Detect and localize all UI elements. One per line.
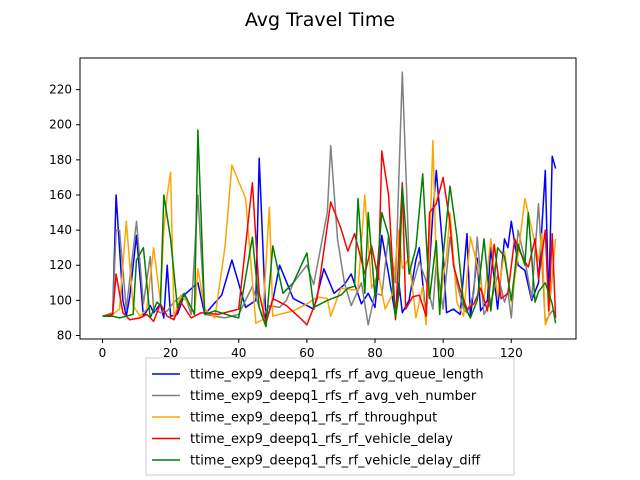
y-tick-label: 100	[49, 293, 72, 307]
series-line-4	[102, 150, 557, 326]
series-line-5	[102, 129, 557, 328]
x-tick-label: 0	[99, 346, 107, 360]
axes-layer: 0 20 40 60 80 100 120 80 100 120 140 160 180 200 220	[49, 83, 523, 360]
y-tick-label: 200	[49, 118, 72, 132]
legend-label: ttime_exp9_deepq1_rfs_rf_throughput	[190, 411, 437, 426]
series-layer	[102, 71, 557, 328]
legend-label: ttime_exp9_deepq1_rfs_rf_vehicle_delay	[190, 432, 453, 447]
plot-area-frame	[79, 57, 577, 340]
y-tick-label: 140	[49, 223, 72, 237]
legend-box	[145, 357, 515, 476]
chart-title: Avg Travel Time	[245, 9, 395, 31]
y-tick-label: 220	[49, 83, 72, 97]
legend-label: ttime_exp9_deepq1_rfs_rf_avg_queue_lengt…	[190, 368, 484, 383]
y-tick-label: 160	[49, 188, 72, 202]
x-tick-label: 80	[367, 346, 382, 360]
y-tick-label: 80	[57, 328, 72, 342]
x-tick-label: 120	[500, 346, 523, 360]
legend: ttime_exp9_deepq1_rfs_rf_avg_queue_lengt…	[145, 357, 515, 476]
series-line-1	[102, 155, 557, 323]
legend-label: ttime_exp9_deepq1_rfs_rf_vehicle_delay_d…	[190, 454, 481, 469]
x-tick-label: 60	[299, 346, 314, 360]
x-tick-label: 100	[432, 346, 455, 360]
y-tick-label: 180	[49, 153, 72, 167]
y-tick-label: 120	[49, 258, 72, 272]
legend-label: ttime_exp9_deepq1_rfs_rf_avg_veh_number	[190, 389, 477, 404]
x-tick-label: 40	[231, 346, 246, 360]
x-tick-label: 20	[163, 346, 178, 360]
